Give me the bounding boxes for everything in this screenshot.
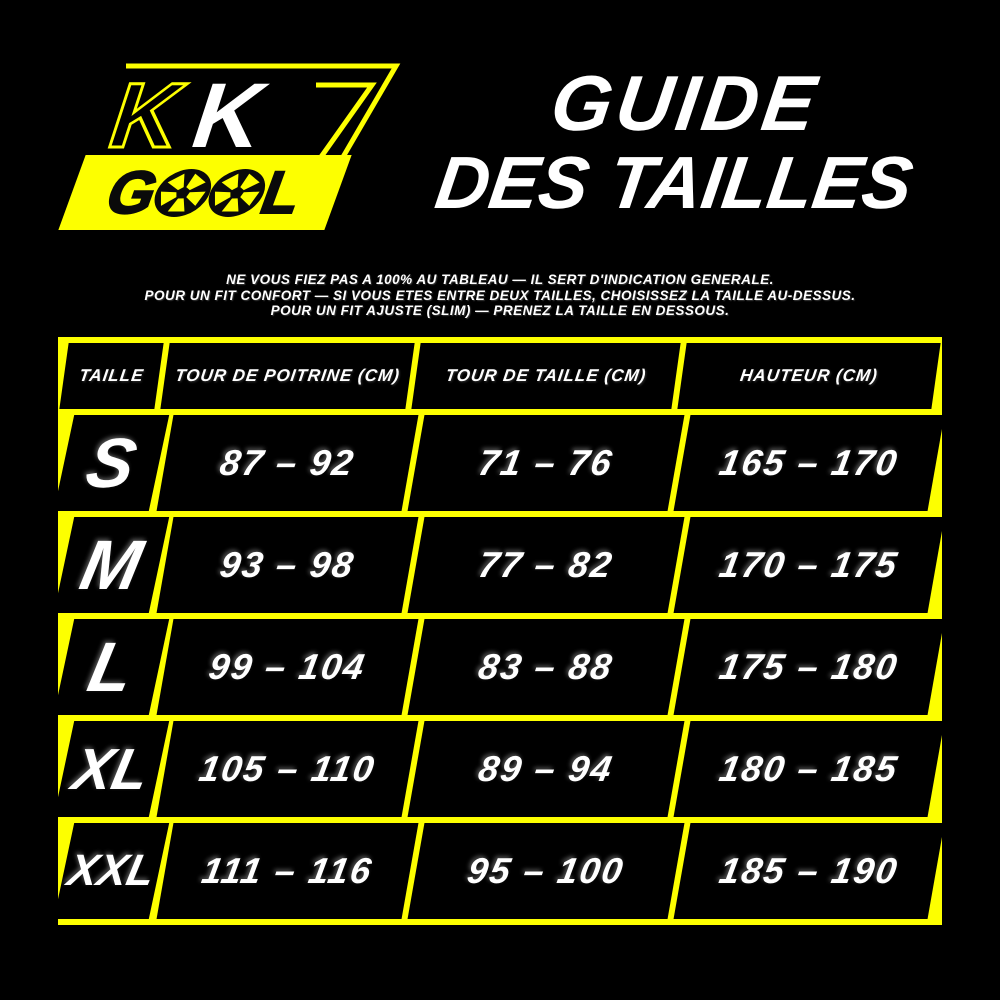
page-title-line1: GUIDE — [545, 59, 826, 147]
waist-range: 77 – 82 — [407, 517, 685, 613]
size-label: XXL — [53, 823, 170, 919]
soccer-ball-icon — [208, 168, 266, 217]
chest-range: 99 – 104 — [156, 619, 419, 715]
waist-range: 83 – 88 — [407, 619, 685, 715]
waist-range: 71 – 76 — [407, 415, 685, 511]
disclaimer-line2: POUR UN FIT CONFORT — SI VOUS ETES ENTRE… — [144, 287, 856, 303]
size-label: M — [53, 517, 170, 613]
header-chest: TOUR DE POITRINE (CM) — [160, 343, 415, 409]
page-title-line2: DES TAILLES — [430, 141, 918, 224]
disclaimer-line3: POUR UN FIT AJUSTE (SLIM) — PRENEZ LA TA… — [270, 303, 730, 318]
height-range: 170 – 175 — [673, 517, 945, 613]
page-title: GUIDE DES TAILLES — [399, 59, 961, 224]
chest-range: 105 – 110 — [156, 721, 419, 817]
header-height: HAUTEUR (CM) — [677, 343, 941, 409]
height-range: 175 – 180 — [673, 619, 945, 715]
brand-logo: KK G — [40, 30, 420, 240]
header-waist: TOUR DE TAILLE (CM) — [411, 343, 681, 409]
brand-gool-banner: G — [58, 155, 352, 230]
height-range: 180 – 185 — [673, 721, 945, 817]
soccer-ball-icon — [154, 168, 212, 217]
disclaimer-text: NE VOUS FIEZ PAS A 100% AU TABLEAU — IL … — [0, 272, 1000, 319]
waist-range: 95 – 100 — [407, 823, 685, 919]
size-label: L — [53, 619, 170, 715]
chest-range: 111 – 116 — [156, 823, 419, 919]
header-taille: TAILLE — [59, 343, 164, 409]
size-label: XL — [53, 721, 170, 817]
logo-seven-border-icon — [126, 63, 401, 159]
brand-kk: KK — [96, 64, 296, 169]
height-range: 185 – 190 — [673, 823, 945, 919]
chest-range: 87 – 92 — [156, 415, 419, 511]
waist-range: 89 – 94 — [407, 721, 685, 817]
size-table: TAILLE TOUR DE POITRINE (CM) TOUR DE TAI… — [53, 337, 945, 925]
height-range: 165 – 170 — [673, 415, 945, 511]
chest-range: 93 – 98 — [156, 517, 419, 613]
disclaimer-line1: NE VOUS FIEZ PAS A 100% AU TABLEAU — IL … — [226, 272, 774, 287]
size-label: S — [53, 415, 170, 511]
